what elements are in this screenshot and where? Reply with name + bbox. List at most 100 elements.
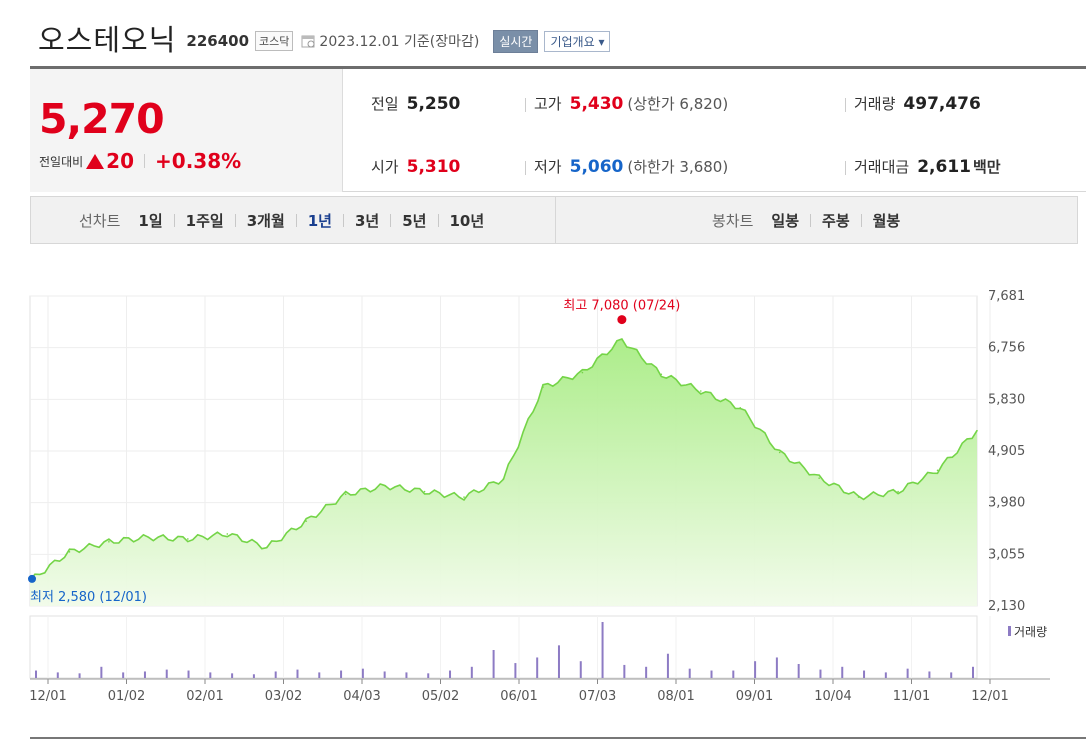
volume-bar xyxy=(405,672,408,678)
volume-bar xyxy=(754,661,757,678)
tab-1week[interactable]: 1주일 xyxy=(185,211,224,230)
low-cell: 저가 5,060 (하한가 3,680) xyxy=(534,156,728,177)
y-tick-label: 3,980 xyxy=(988,496,1025,511)
volume-bar xyxy=(863,670,866,678)
open-cell: 시가 5,310 xyxy=(371,156,460,177)
y-tick-label: 6,756 xyxy=(988,341,1025,356)
price-point xyxy=(384,485,386,487)
open-value: 5,310 xyxy=(406,157,461,177)
change-percent: +0.38% xyxy=(155,149,242,173)
price-point xyxy=(463,496,465,498)
x-tick-label: 10/04 xyxy=(814,689,851,704)
volume-legend-marker xyxy=(1008,626,1011,636)
divider xyxy=(525,161,526,175)
tab-1year[interactable]: 1년 xyxy=(307,211,332,230)
price-point xyxy=(265,546,268,549)
price-point xyxy=(778,451,781,454)
realtime-button[interactable]: 실시간 xyxy=(493,29,539,53)
price-point xyxy=(423,490,426,493)
divider xyxy=(845,98,846,112)
tab-weekly[interactable]: 주봉 xyxy=(822,211,850,230)
line-chart-label: 선차트 xyxy=(79,211,121,230)
price-point xyxy=(542,386,544,388)
volume-bar xyxy=(645,666,648,678)
candle-chart-label: 봉차트 xyxy=(712,211,754,230)
volume-cell: 거래량 497,476 xyxy=(854,93,981,114)
price-point xyxy=(660,373,663,376)
price-point xyxy=(68,551,71,553)
volume-bar xyxy=(536,657,539,678)
change-label: 전일대비 xyxy=(39,154,84,169)
high-annotation: 최고 7,080 (07/24) xyxy=(563,299,680,314)
volume-bar xyxy=(187,670,190,678)
volume-bar xyxy=(557,645,560,678)
volume-bar xyxy=(470,666,473,678)
open-label: 시가 xyxy=(371,158,399,176)
volume-bar xyxy=(56,672,59,678)
volume-bar xyxy=(449,670,452,678)
x-tick-label: 12/01 xyxy=(971,689,1008,704)
volume-bar xyxy=(427,673,430,678)
volume-bar xyxy=(100,666,103,678)
tab-5year[interactable]: 5년 xyxy=(402,211,427,230)
price-point xyxy=(305,520,308,522)
high-marker xyxy=(617,315,627,325)
volume-bar xyxy=(274,671,277,678)
high-label: 고가 xyxy=(534,95,562,113)
price-point xyxy=(897,490,899,493)
tab-monthly[interactable]: 월봉 xyxy=(872,211,901,230)
company-overview-button[interactable]: 기업개요 ▾ xyxy=(544,30,611,52)
chart-tab-bar: 선차트 1일 1주일 3개월 1년 3년 5년 10년 봉차트 일봉 주봉 월봉 xyxy=(30,196,1078,244)
x-tick-label: 09/01 xyxy=(736,689,773,704)
volume-frame xyxy=(29,615,978,679)
tab-3month[interactable]: 3개월 xyxy=(246,211,285,230)
x-tick-label: 12/01 xyxy=(29,689,66,704)
volume-bar xyxy=(906,668,909,678)
trade-value-label: 거래대금 xyxy=(854,158,910,176)
x-tick-label: 07/03 xyxy=(579,689,616,704)
divider xyxy=(845,161,846,175)
market-badge: 코스닥 xyxy=(255,31,294,51)
tab-3year[interactable]: 3년 xyxy=(355,211,380,230)
x-tick-label: 08/01 xyxy=(657,689,694,704)
volume-bar xyxy=(361,668,364,678)
x-tick-label: 11/01 xyxy=(893,689,930,704)
change-amount: 20 xyxy=(106,149,135,173)
stock-header: 오스테오닉 226400 코스닥 2023.12.01 기준(장마감) 실시간 … xyxy=(38,18,611,58)
volume-bar xyxy=(209,672,212,678)
change-row: 전일대비 20 +0.38% xyxy=(39,149,241,173)
y-tick-label: 4,905 xyxy=(988,444,1025,459)
divider xyxy=(144,154,146,168)
volume-bar xyxy=(928,671,931,678)
trade-value-unit: 백만 xyxy=(972,158,1001,176)
x-tick-label: 05/02 xyxy=(422,689,459,704)
low-value: 5,060 xyxy=(569,157,624,177)
volume-bar xyxy=(318,672,321,678)
lower-limit: (하한가 3,680) xyxy=(627,158,729,176)
candle-chart-tabs: 봉차트 일봉 주봉 월봉 xyxy=(712,197,900,243)
volume-bar xyxy=(122,672,125,678)
tab-10year[interactable]: 10년 xyxy=(449,211,485,230)
low-annotation: 최저 2,580 (12/01) xyxy=(30,590,147,605)
volume-bar xyxy=(35,670,37,678)
volume-bar xyxy=(579,661,582,678)
high-value: 5,430 xyxy=(569,94,624,114)
tab-daily[interactable]: 일봉 xyxy=(771,211,800,230)
up-arrow-icon xyxy=(86,153,105,169)
volume-bar xyxy=(666,653,669,678)
tab-1day[interactable]: 1일 xyxy=(138,211,163,230)
stock-name: 오스테오닉 xyxy=(38,23,177,57)
trade-value: 2,611 xyxy=(917,157,971,177)
volume-bar xyxy=(296,669,299,678)
price-point xyxy=(976,429,978,432)
volume-bar xyxy=(252,674,255,678)
x-tick-label: 03/02 xyxy=(265,689,302,704)
volume-bar xyxy=(601,622,604,678)
low-marker xyxy=(28,574,36,583)
volume-bar xyxy=(623,664,626,678)
volume-bar xyxy=(797,664,800,678)
price-point xyxy=(818,477,820,479)
high-cell: 고가 5,430 (상한가 6,820) xyxy=(534,93,728,114)
divider xyxy=(525,98,526,112)
